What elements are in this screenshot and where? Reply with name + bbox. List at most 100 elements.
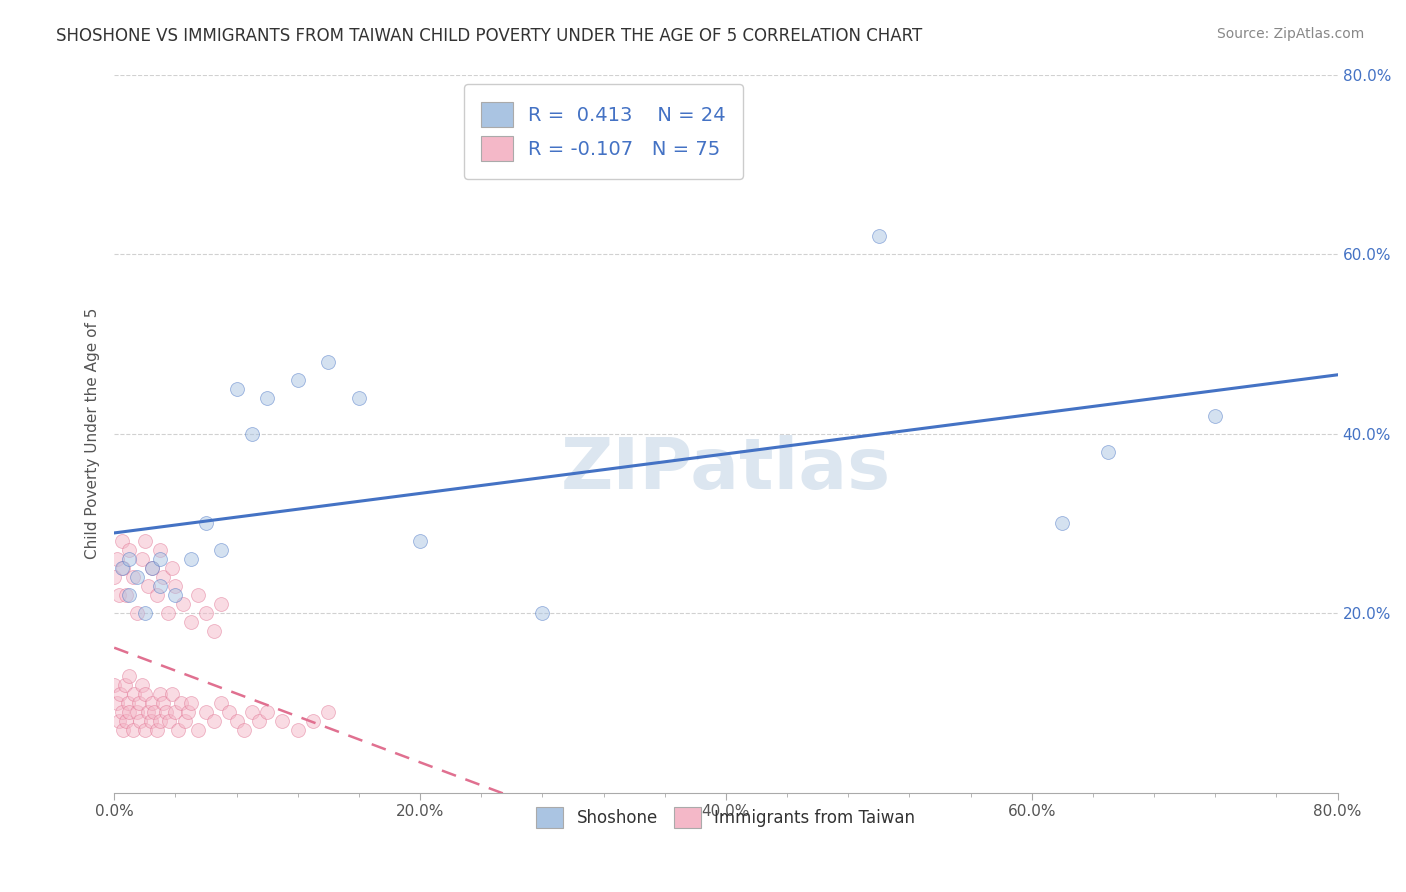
Point xyxy=(176,705,198,719)
Point xyxy=(112,561,135,575)
Point xyxy=(118,552,141,566)
Point xyxy=(117,696,139,710)
Point xyxy=(136,705,159,719)
Point xyxy=(139,714,162,728)
Point xyxy=(1204,409,1226,423)
Point xyxy=(165,588,187,602)
Point xyxy=(103,570,125,584)
Point xyxy=(118,669,141,683)
Text: Source: ZipAtlas.com: Source: ZipAtlas.com xyxy=(1216,27,1364,41)
Point xyxy=(249,714,271,728)
Point xyxy=(202,714,225,728)
Point xyxy=(233,723,256,737)
Point xyxy=(1052,516,1074,531)
Point xyxy=(114,678,136,692)
Point xyxy=(302,714,325,728)
Point xyxy=(1097,444,1119,458)
Point xyxy=(194,606,217,620)
Point xyxy=(180,615,202,629)
Legend: Shoshone, Immigrants from Taiwan: Shoshone, Immigrants from Taiwan xyxy=(530,800,922,835)
Point xyxy=(146,723,169,737)
Point xyxy=(531,606,554,620)
Point xyxy=(152,696,174,710)
Point xyxy=(142,705,165,719)
Point xyxy=(271,714,294,728)
Point xyxy=(129,714,152,728)
Point xyxy=(194,516,217,531)
Point xyxy=(131,678,153,692)
Point xyxy=(134,534,156,549)
Point xyxy=(105,552,128,566)
Point xyxy=(146,588,169,602)
Text: SHOSHONE VS IMMIGRANTS FROM TAIWAN CHILD POVERTY UNDER THE AGE OF 5 CORRELATION : SHOSHONE VS IMMIGRANTS FROM TAIWAN CHILD… xyxy=(56,27,922,45)
Point xyxy=(121,570,143,584)
Point xyxy=(162,561,184,575)
Point xyxy=(256,391,278,405)
Point xyxy=(218,705,240,719)
Point xyxy=(868,229,890,244)
Point xyxy=(128,696,150,710)
Point xyxy=(118,543,141,558)
Point xyxy=(240,705,263,719)
Point xyxy=(111,705,134,719)
Point xyxy=(157,714,180,728)
Point xyxy=(149,552,172,566)
Point xyxy=(225,714,247,728)
Point xyxy=(115,714,138,728)
Point xyxy=(173,714,195,728)
Point xyxy=(141,696,163,710)
Point xyxy=(180,552,202,566)
Point xyxy=(121,723,143,737)
Point xyxy=(287,723,309,737)
Point xyxy=(256,705,278,719)
Point xyxy=(127,606,149,620)
Point xyxy=(107,588,129,602)
Point xyxy=(240,426,263,441)
Point xyxy=(225,382,247,396)
Point xyxy=(134,723,156,737)
Point xyxy=(202,624,225,638)
Point xyxy=(187,723,209,737)
Point xyxy=(122,687,145,701)
Point xyxy=(141,561,163,575)
Point xyxy=(156,606,179,620)
Y-axis label: Child Poverty Under the Age of 5: Child Poverty Under the Age of 5 xyxy=(86,308,100,559)
Point xyxy=(180,696,202,710)
Point xyxy=(209,597,232,611)
Point xyxy=(149,543,172,558)
Point xyxy=(167,723,190,737)
Point xyxy=(149,579,172,593)
Point xyxy=(165,705,187,719)
Point xyxy=(112,723,135,737)
Point xyxy=(187,588,209,602)
Point xyxy=(141,561,163,575)
Point xyxy=(172,597,194,611)
Point xyxy=(316,355,339,369)
Point xyxy=(316,705,339,719)
Point xyxy=(118,705,141,719)
Point xyxy=(152,570,174,584)
Point xyxy=(209,543,232,558)
Point xyxy=(131,552,153,566)
Point xyxy=(111,561,134,575)
Point xyxy=(170,696,193,710)
Point xyxy=(107,714,129,728)
Point xyxy=(149,687,172,701)
Point xyxy=(134,606,156,620)
Point xyxy=(127,570,149,584)
Point xyxy=(111,534,134,549)
Point xyxy=(115,588,138,602)
Point xyxy=(155,705,177,719)
Point xyxy=(194,705,217,719)
Point xyxy=(136,579,159,593)
Text: ZIPatlas: ZIPatlas xyxy=(561,435,891,504)
Point xyxy=(127,705,149,719)
Point xyxy=(162,687,184,701)
Point xyxy=(118,588,141,602)
Point xyxy=(110,687,132,701)
Point xyxy=(209,696,232,710)
Point xyxy=(287,373,309,387)
Point xyxy=(409,534,432,549)
Point xyxy=(149,714,172,728)
Point xyxy=(347,391,370,405)
